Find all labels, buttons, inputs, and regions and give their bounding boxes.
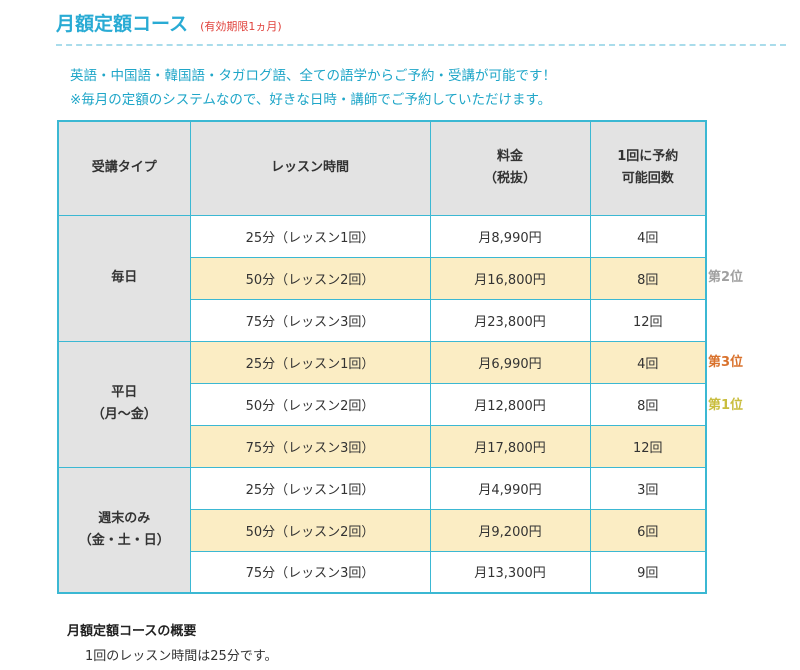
count-cell: 6回 <box>589 508 707 552</box>
price-cell: 月23,800円 <box>429 298 591 342</box>
header-count: 1回に予約可能回数 <box>589 120 707 216</box>
count-cell: 3回 <box>589 466 707 510</box>
rank-badge-first: 第1位 <box>708 398 744 413</box>
count-cell: 8回 <box>589 256 707 300</box>
table-row: 50分（レッスン2回） 月9,200円 6回 <box>58 508 707 552</box>
time-cell: 75分（レッスン3回） <box>189 298 431 342</box>
summary-text: 1回のレッスン時間は25分です。 <box>85 649 278 664</box>
header-count-line-1: 1回に予約 <box>617 149 679 165</box>
type-label-days: （月～金） <box>91 407 157 422</box>
time-cell: 25分（レッスン1回） <box>189 340 431 384</box>
count-cell: 8回 <box>589 382 707 426</box>
count-cell: 12回 <box>589 424 707 468</box>
table-row: 毎日 25分（レッスン1回） 月8,990円 4回 <box>57 214 707 342</box>
table-row: 75分（レッスン3回） 月23,800円 12回 <box>58 298 707 342</box>
price-cell: 月9,200円 <box>429 508 591 552</box>
price-cell: 月8,990円 <box>429 214 591 258</box>
intro-line-1: 英語・中国語・韓国語・タガログ語、全ての語学からご予約・受講が可能です！ <box>70 68 556 84</box>
table-row: 週末のみ （金・土・日） 25分（レッスン1回） 月4,990円 3回 <box>57 466 707 594</box>
type-label: 週末のみ <box>98 510 151 526</box>
dashed-divider <box>56 44 786 46</box>
type-label-days: （金・土・日） <box>78 532 170 548</box>
rank-badge-third: 第3位 <box>708 355 744 370</box>
title-validity-note: (有効期限1ヵ月) <box>200 20 282 33</box>
type-cell-weekend: 週末のみ （金・土・日） <box>57 466 191 594</box>
header-time: レッスン時間 <box>189 120 431 216</box>
type-cell-weekday: 平日 （月～金） <box>57 340 191 468</box>
price-cell: 月13,300円 <box>429 550 591 594</box>
price-cell: 月17,800円 <box>429 424 591 468</box>
title-text: 月額定額コース <box>56 13 189 35</box>
intro-text: 英語・中国語・韓国語・タガログ語、全ての語学からご予約・受講が可能です！ ※毎月… <box>70 64 556 112</box>
pricing-table: 受講タイプ レッスン時間 料金 （税抜） 1回に予約可能回数 毎日 25分（レッス… <box>57 120 707 594</box>
summary-heading: 月額定額コースの概要 <box>67 624 197 639</box>
intro-line-2: ※毎月の定額のシステムなので、好きな日時・講師でご予約していただけます。 <box>70 92 552 108</box>
count-cell: 12回 <box>589 298 707 342</box>
time-cell: 50分（レッスン2回） <box>189 382 431 426</box>
time-cell: 50分（レッスン2回） <box>189 256 431 300</box>
time-cell: 75分（レッスン3回） <box>189 550 431 594</box>
count-cell: 9回 <box>589 550 707 594</box>
time-cell: 25分（レッスン1回） <box>189 466 431 510</box>
table-header-row: 受講タイプ レッスン時間 料金 （税抜） 1回に予約可能回数 <box>57 120 707 216</box>
type-label: 平日 <box>111 385 138 400</box>
table-row: 50分（レッスン2回） 月16,800円 8回 <box>58 256 707 300</box>
header-price: 料金 （税抜） <box>429 120 591 216</box>
table-row: 75分（レッスン3回） 月17,800円 12回 <box>58 424 707 468</box>
price-cell: 月16,800円 <box>429 256 591 300</box>
time-cell: 75分（レッスン3回） <box>189 424 431 468</box>
table-row: 50分（レッスン2回） 月12,800円 8回 <box>58 382 707 426</box>
time-cell: 25分（レッスン1回） <box>189 214 431 258</box>
type-cell-daily: 毎日 <box>57 214 191 342</box>
rank-badge-second: 第2位 <box>708 270 744 285</box>
page-title: 月額定額コース (有効期限1ヵ月) <box>56 9 282 36</box>
price-cell: 月6,990円 <box>429 340 591 384</box>
price-cell: 月4,990円 <box>429 466 591 510</box>
table-row: 75分（レッスン3回） 月13,300円 9回 <box>58 550 707 594</box>
price-cell: 月12,800円 <box>429 382 591 426</box>
header-type: 受講タイプ <box>57 120 191 216</box>
time-cell: 50分（レッスン2回） <box>189 508 431 552</box>
table-row: 平日 （月～金） 25分（レッスン1回） 月6,990円 4回 <box>57 340 707 468</box>
count-cell: 4回 <box>589 340 707 384</box>
count-cell: 4回 <box>589 214 707 258</box>
type-label: 毎日 <box>111 270 138 285</box>
header-count-line-2: 可能回数 <box>621 171 674 187</box>
header-price-line-1: 料金 <box>496 149 523 165</box>
header-price-line-2: （税抜） <box>483 171 536 187</box>
